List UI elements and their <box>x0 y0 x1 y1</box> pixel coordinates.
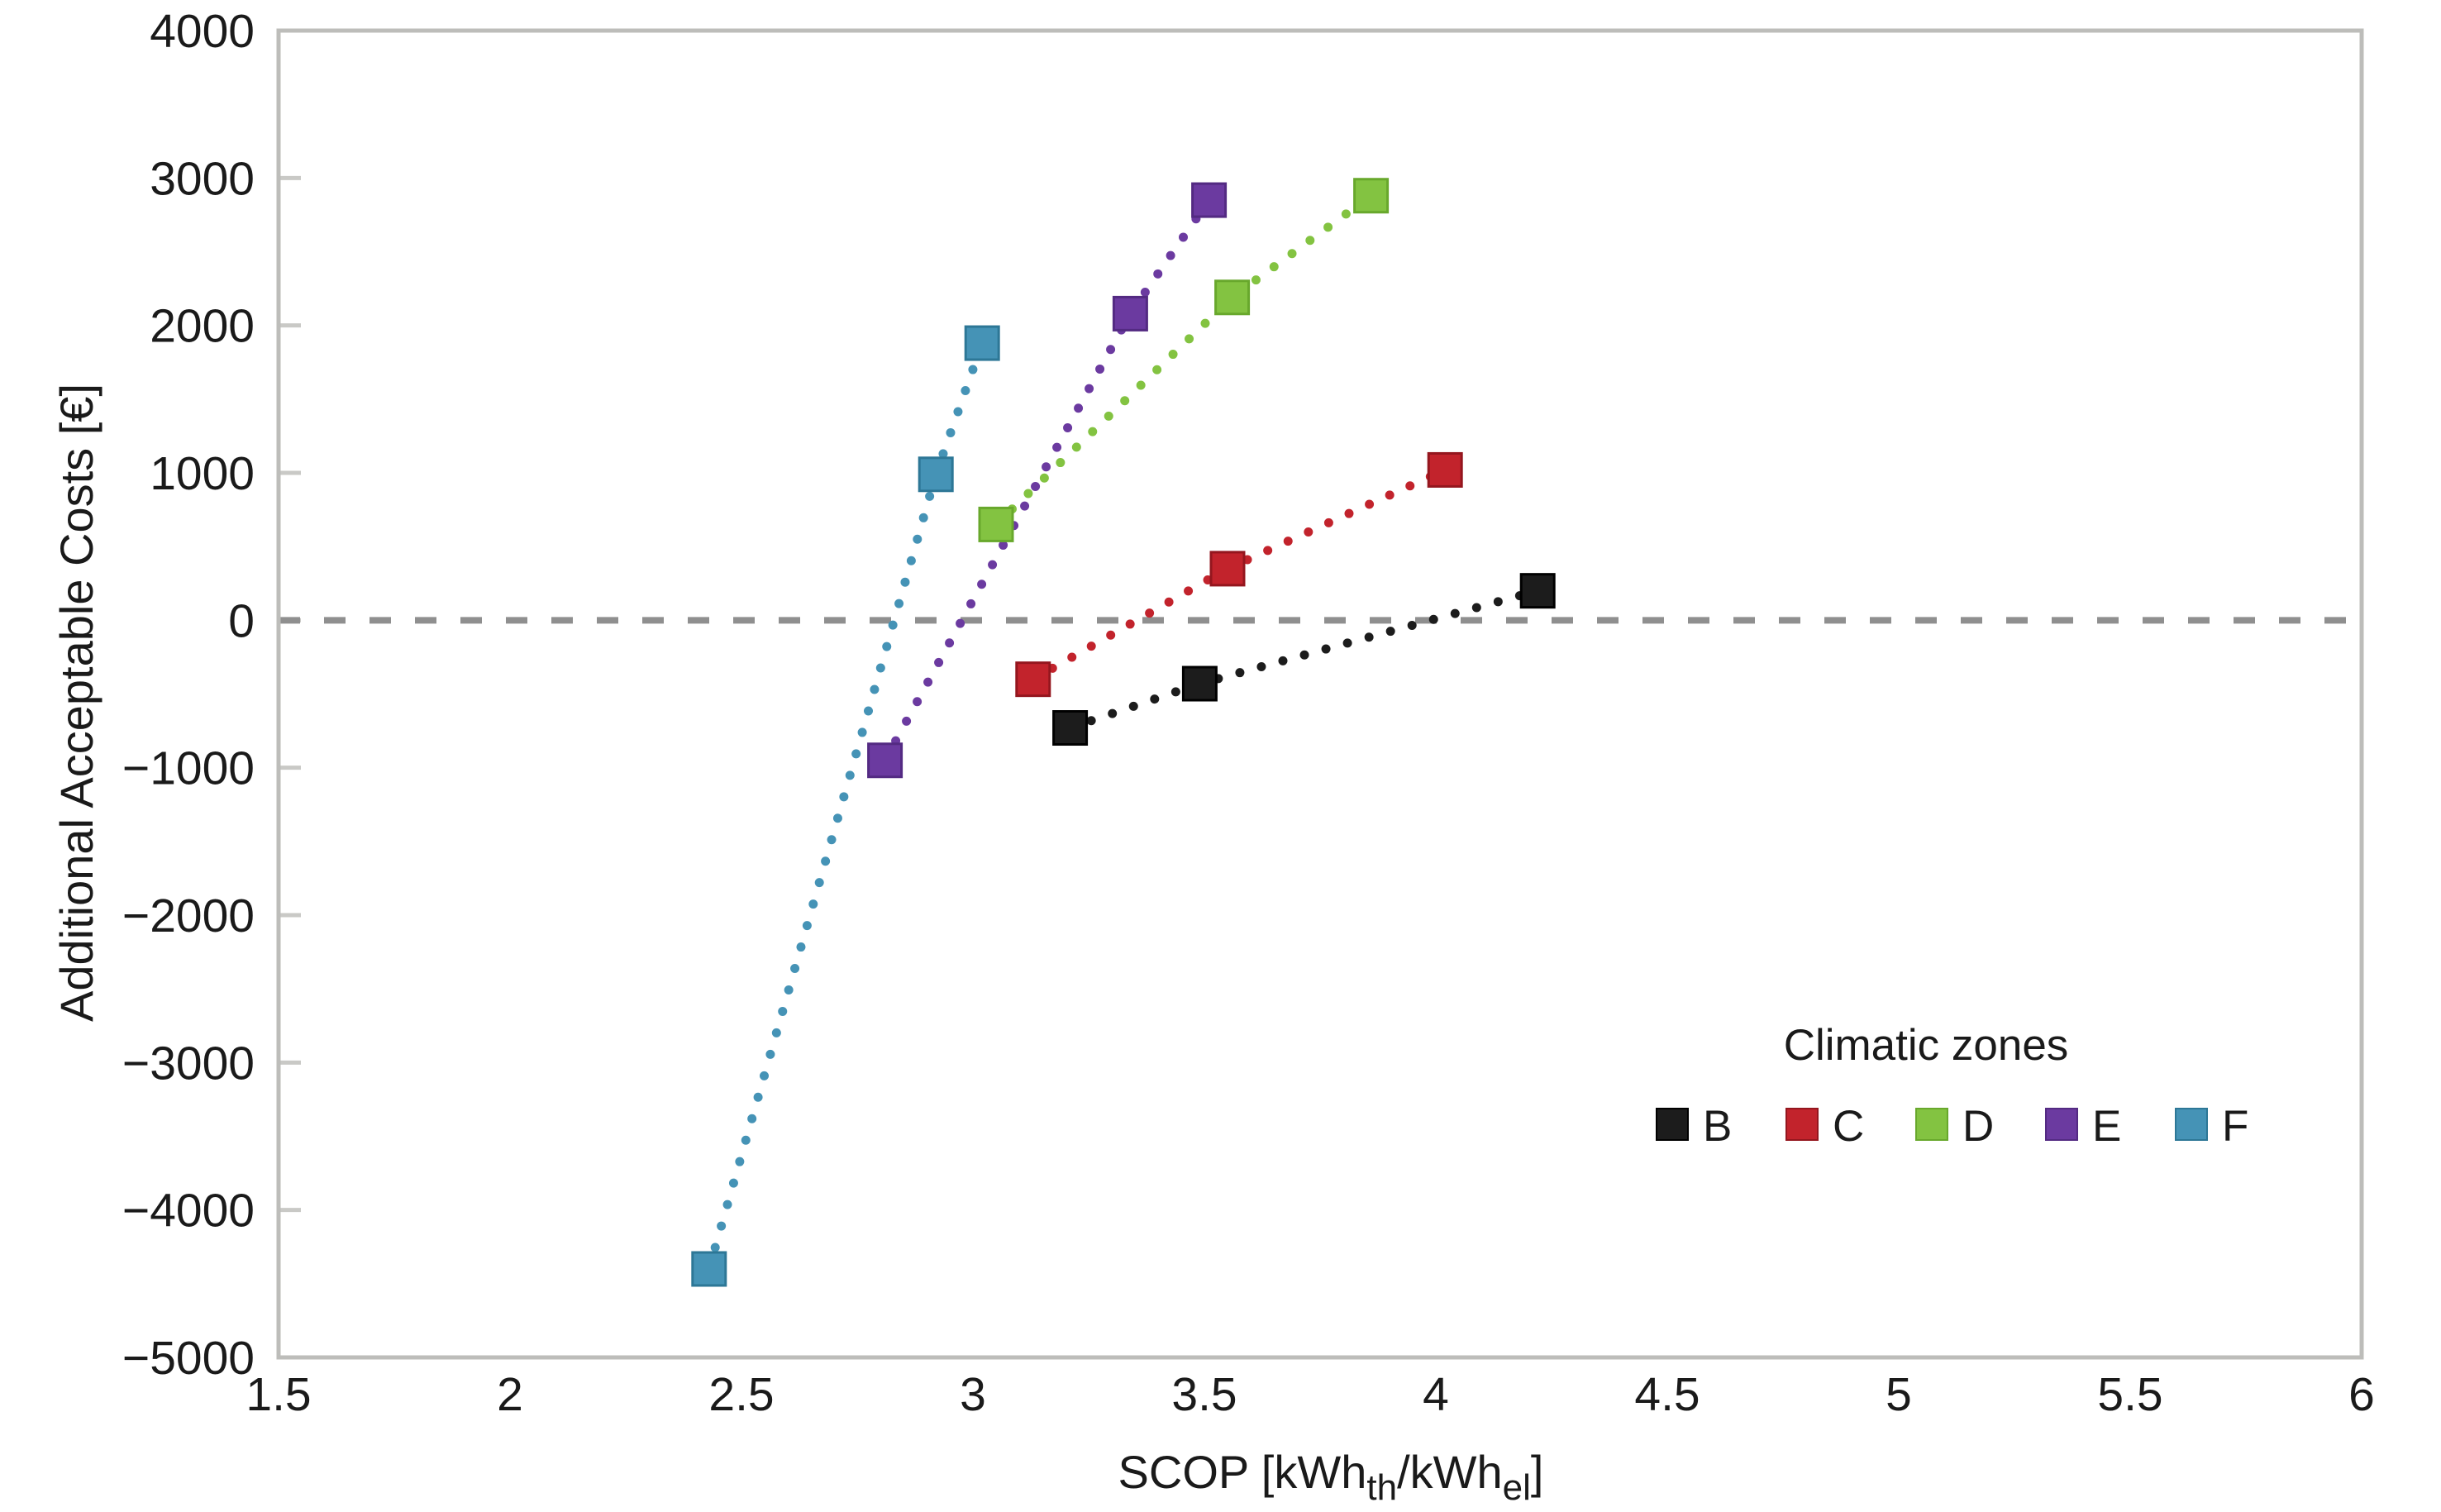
y-tick-label-3000: 3000 <box>150 152 255 205</box>
x-axis-title-subscript: th <box>1366 1467 1397 1508</box>
legend-swatch-B <box>1656 1108 1689 1141</box>
series-B-marker-3 <box>1519 573 1556 609</box>
x-tick-label-3: 3 <box>960 1368 986 1421</box>
x-axis-title-part: ] <box>1531 1446 1544 1498</box>
legend-swatch-C <box>1785 1108 1819 1141</box>
y-tick-label-−5000: −5000 <box>122 1332 255 1385</box>
legend-label-D: D <box>1962 1102 1994 1151</box>
x-tick-label-2.5: 2.5 <box>708 1368 774 1421</box>
x-tick-label-2: 2 <box>497 1368 523 1421</box>
y-tick-label-4000: 4000 <box>150 5 255 58</box>
legend-title: Climatic zones <box>1784 1021 2069 1070</box>
series-F-marker-2 <box>918 456 954 493</box>
x-axis-title-subscript: el <box>1503 1467 1531 1508</box>
x-tick-label-4.5: 4.5 <box>1634 1368 1700 1421</box>
x-axis-title-part: SCOP [kWh <box>1118 1446 1367 1498</box>
x-tick-label-3.5: 3.5 <box>1171 1368 1237 1421</box>
legend-item-E: E <box>2045 1102 2121 1151</box>
series-D-marker-3 <box>1353 178 1390 214</box>
legend-label-F: F <box>2222 1102 2248 1151</box>
series-D-line <box>991 191 1376 529</box>
series-C-marker-1 <box>1015 661 1051 698</box>
series-D-marker-2 <box>1214 279 1251 316</box>
y-tick-label-−3000: −3000 <box>122 1037 255 1090</box>
legend-swatch-F <box>2175 1108 2208 1141</box>
series-B-marker-1 <box>1052 710 1089 746</box>
legend-item-D: D <box>1915 1102 1994 1151</box>
series-C-marker-2 <box>1209 551 1246 587</box>
legend: Climatic zones B C D E F <box>1656 1021 2248 1151</box>
series-markers <box>691 178 1556 1287</box>
legend-item-F: F <box>2175 1102 2248 1151</box>
legend-swatch-D <box>1915 1108 1948 1141</box>
y-tick-label-1000: 1000 <box>150 447 255 500</box>
legend-label-B: B <box>1703 1102 1732 1151</box>
legend-label-C: C <box>1833 1102 1864 1151</box>
series-E-marker-3 <box>1191 182 1228 218</box>
series-B-marker-2 <box>1181 665 1218 702</box>
x-tick-label-6: 6 <box>2348 1368 2375 1421</box>
y-tick-label-0: 0 <box>228 594 255 647</box>
y-tick-label-−2000: −2000 <box>122 890 255 942</box>
series-B-line <box>1066 586 1542 733</box>
y-tick-label-−1000: −1000 <box>122 742 255 795</box>
x-axis-title-part: /kWh <box>1397 1446 1503 1498</box>
x-tick-label-5.5: 5.5 <box>2097 1368 2162 1421</box>
y-axis-tick-labels: 4000 3000 2000 1000 0 −1000 −2000 −3000 −4000 −50… <box>122 5 255 1385</box>
series-F-marker-3 <box>964 325 1000 361</box>
y-axis-title: Additional Acceptable Costs [€] <box>50 384 103 1022</box>
y-tick-label-2000: 2000 <box>150 300 255 353</box>
y-tick-label-−4000: −4000 <box>122 1185 255 1238</box>
series-E-marker-2 <box>1112 295 1148 331</box>
x-tick-label-4: 4 <box>1423 1368 1449 1421</box>
x-tick-label-1.5: 1.5 <box>246 1368 311 1421</box>
legend-item-B: B <box>1656 1102 1732 1151</box>
series-C-marker-3 <box>1427 451 1463 488</box>
series-D-marker-1 <box>978 506 1014 542</box>
plot-frame <box>276 28 2364 1360</box>
legend-swatch-E <box>2045 1108 2078 1141</box>
series-E-marker-1 <box>867 742 903 779</box>
series-F-marker-1 <box>691 1251 727 1287</box>
legend-label-E: E <box>2092 1102 2121 1151</box>
x-axis-tick-labels: 1.5 2 2.5 3 3.5 4 4.5 5 5.5 6 <box>246 1368 2374 1421</box>
x-tick-label-5: 5 <box>1886 1368 1912 1421</box>
legend-items: B C D E F <box>1656 1102 2248 1151</box>
series-lines <box>704 191 1542 1274</box>
legend-item-C: C <box>1785 1102 1864 1151</box>
x-axis-title: SCOP [kWhth/kWhel] <box>1118 1446 1544 1508</box>
